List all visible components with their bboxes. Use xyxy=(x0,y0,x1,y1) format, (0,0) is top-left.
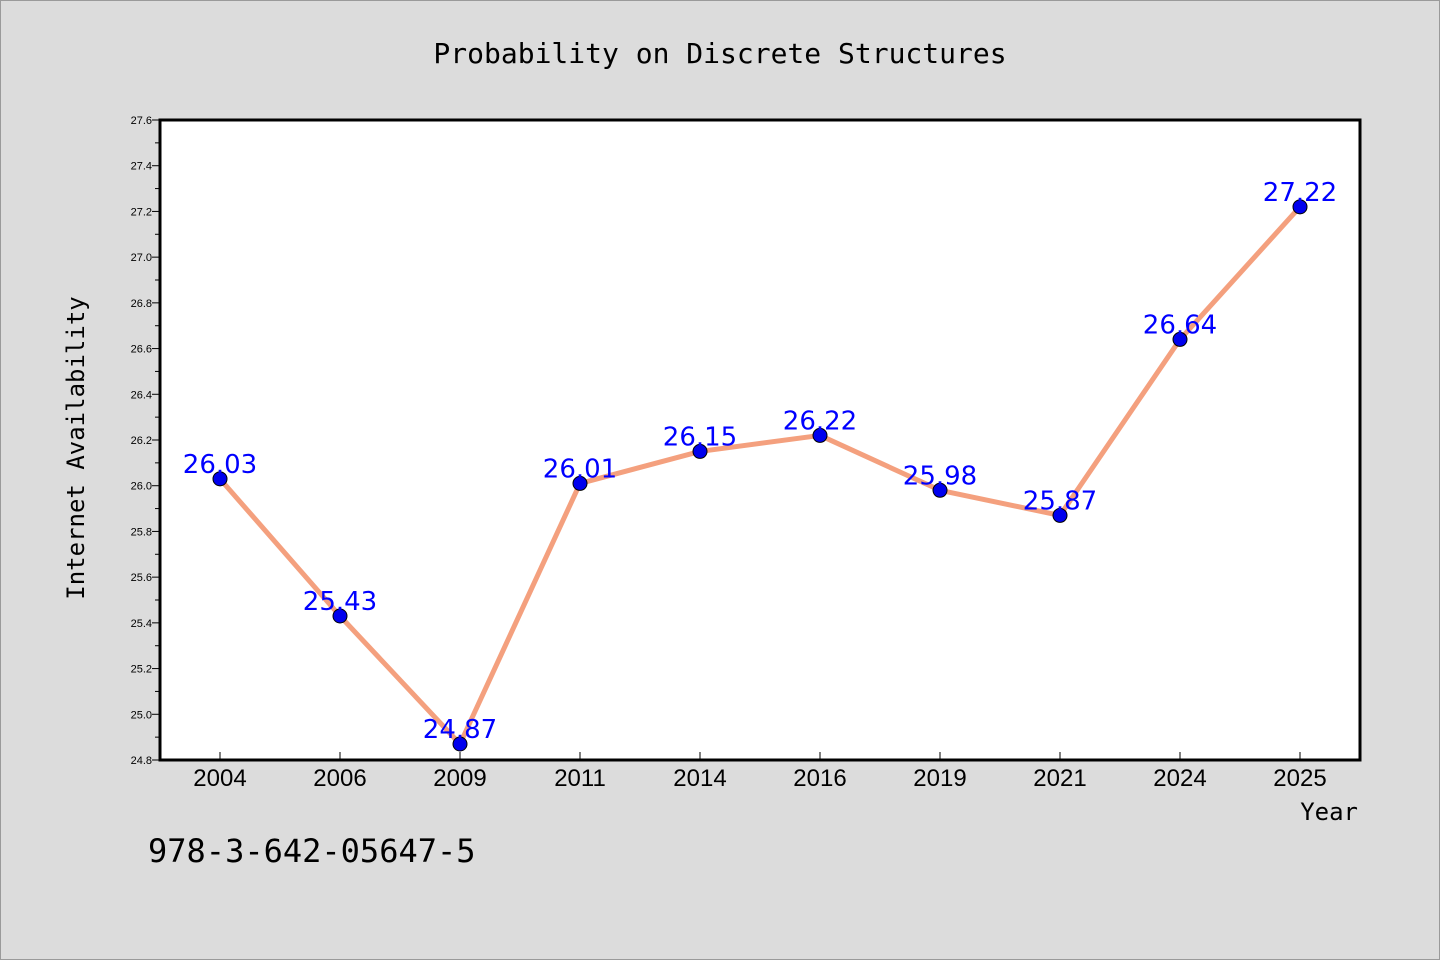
x-tick-label: 2016 xyxy=(793,765,846,792)
y-tick-label: 27.2 xyxy=(131,206,152,218)
y-tick-label: 25.6 xyxy=(131,572,152,584)
data-label: 26.22 xyxy=(783,406,857,436)
x-tick-label: 2024 xyxy=(1153,765,1206,792)
y-tick-label: 25.2 xyxy=(131,664,152,676)
data-label: 26.03 xyxy=(183,450,257,480)
data-label: 26.15 xyxy=(663,422,737,452)
y-tick-label: 25.0 xyxy=(131,709,152,721)
y-tick-label: 27.6 xyxy=(131,115,152,127)
y-tick-label: 26.0 xyxy=(131,481,152,493)
x-tick-label: 2021 xyxy=(1033,765,1086,792)
y-tick-label: 25.8 xyxy=(131,526,152,538)
series-group: 26.03 25.43 24.87 26.01 26.15 26.22 25.98 25.87… xyxy=(183,178,1337,752)
series-line xyxy=(217,204,1303,747)
data-point xyxy=(452,736,468,752)
y-tick-label: 26.4 xyxy=(131,389,152,401)
y-tick-label: 27.4 xyxy=(131,161,152,173)
data-label: 25.87 xyxy=(1023,486,1097,516)
y-tick-label: 26.6 xyxy=(131,344,152,356)
y-tick-label: 24.8 xyxy=(131,755,152,767)
data-point xyxy=(812,427,828,443)
data-point xyxy=(932,482,948,498)
plot-area xyxy=(158,118,1362,762)
x-tick-label: 2009 xyxy=(433,765,486,792)
data-point xyxy=(1292,199,1308,215)
isbn-label: 978-3-642-05647-5 xyxy=(148,832,476,870)
data-label: 27.22 xyxy=(1263,178,1337,208)
data-point xyxy=(332,608,348,624)
data-label: 26.64 xyxy=(1143,310,1217,340)
x-tick-label: 2004 xyxy=(193,765,246,792)
data-point xyxy=(692,443,708,459)
data-label: 24.87 xyxy=(423,715,497,745)
y-tick-label: 26.2 xyxy=(131,435,152,447)
data-point xyxy=(1172,331,1188,347)
y-axis: 24.8 25.0 25.2 25.4 25.6 25.8 26.0 26.2 26.4 26.6… xyxy=(131,115,160,767)
x-axis-label: Year xyxy=(1300,798,1358,826)
y-axis-label: Internet Availability xyxy=(62,296,90,599)
x-tick-label: 2011 xyxy=(554,765,606,792)
data-label: 25.43 xyxy=(303,587,377,617)
x-tick-label: 2025 xyxy=(1273,765,1326,792)
y-tick-label: 26.8 xyxy=(131,298,152,310)
data-label: 26.01 xyxy=(543,454,617,484)
y-tick-label: 27.0 xyxy=(131,252,152,264)
x-tick-label: 2014 xyxy=(673,765,726,792)
y-tick-label: 25.4 xyxy=(131,618,152,630)
data-point xyxy=(572,475,588,491)
data-point xyxy=(1052,507,1068,523)
x-tick-label: 2019 xyxy=(913,765,966,792)
x-axis: 2004 2006 2009 2011 2014 2016 2019 2021 2024 2025 xyxy=(193,752,1327,792)
x-tick-label: 2006 xyxy=(313,765,366,792)
data-point xyxy=(212,471,228,487)
data-label: 25.98 xyxy=(903,461,977,491)
chart-title: Probability on Discrete Structures xyxy=(433,37,1006,70)
